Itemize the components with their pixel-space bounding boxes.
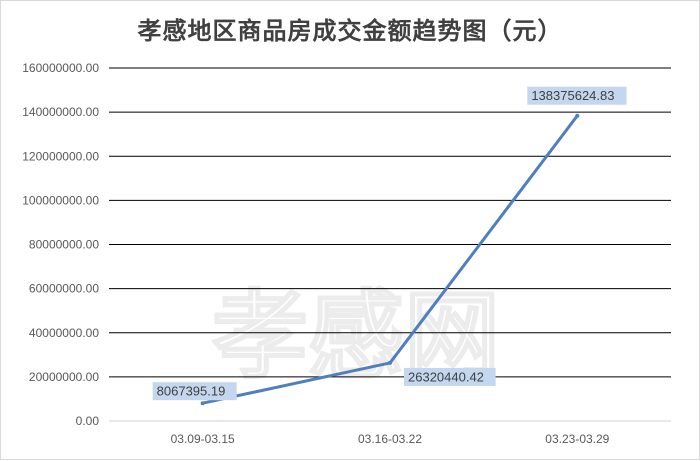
- chart-title: 孝感地区商品房成交金额趋势图（元）: [137, 17, 563, 45]
- data-label: 138375624.83: [531, 88, 614, 103]
- data-point: [388, 360, 392, 365]
- data-point: [575, 113, 580, 118]
- data-label-box: [527, 86, 627, 105]
- y-tick-label: 20000000.00: [29, 370, 99, 384]
- y-tick-label: 0.00: [76, 414, 100, 428]
- y-tick-label: 40000000.00: [29, 326, 99, 340]
- data-label: 26320440.42: [408, 369, 484, 384]
- y-tick-label: 160000000.00: [22, 61, 99, 75]
- x-tick-label: 03.16-03.22: [358, 432, 422, 446]
- y-tick-label: 80000000.00: [29, 238, 99, 252]
- y-tick-label: 140000000.00: [22, 105, 99, 119]
- data-label-box: [404, 367, 496, 386]
- data-label: 8067395.19: [157, 384, 226, 399]
- data-label-box: [152, 382, 237, 401]
- x-tick-label: 03.09-03.15: [171, 432, 235, 446]
- y-tick-label: 120000000.00: [22, 149, 99, 163]
- x-tick-label: 03.23-03.29: [545, 432, 609, 446]
- y-tick-label: 100000000.00: [22, 193, 99, 207]
- y-tick-label: 60000000.00: [29, 282, 99, 296]
- data-point: [200, 401, 205, 406]
